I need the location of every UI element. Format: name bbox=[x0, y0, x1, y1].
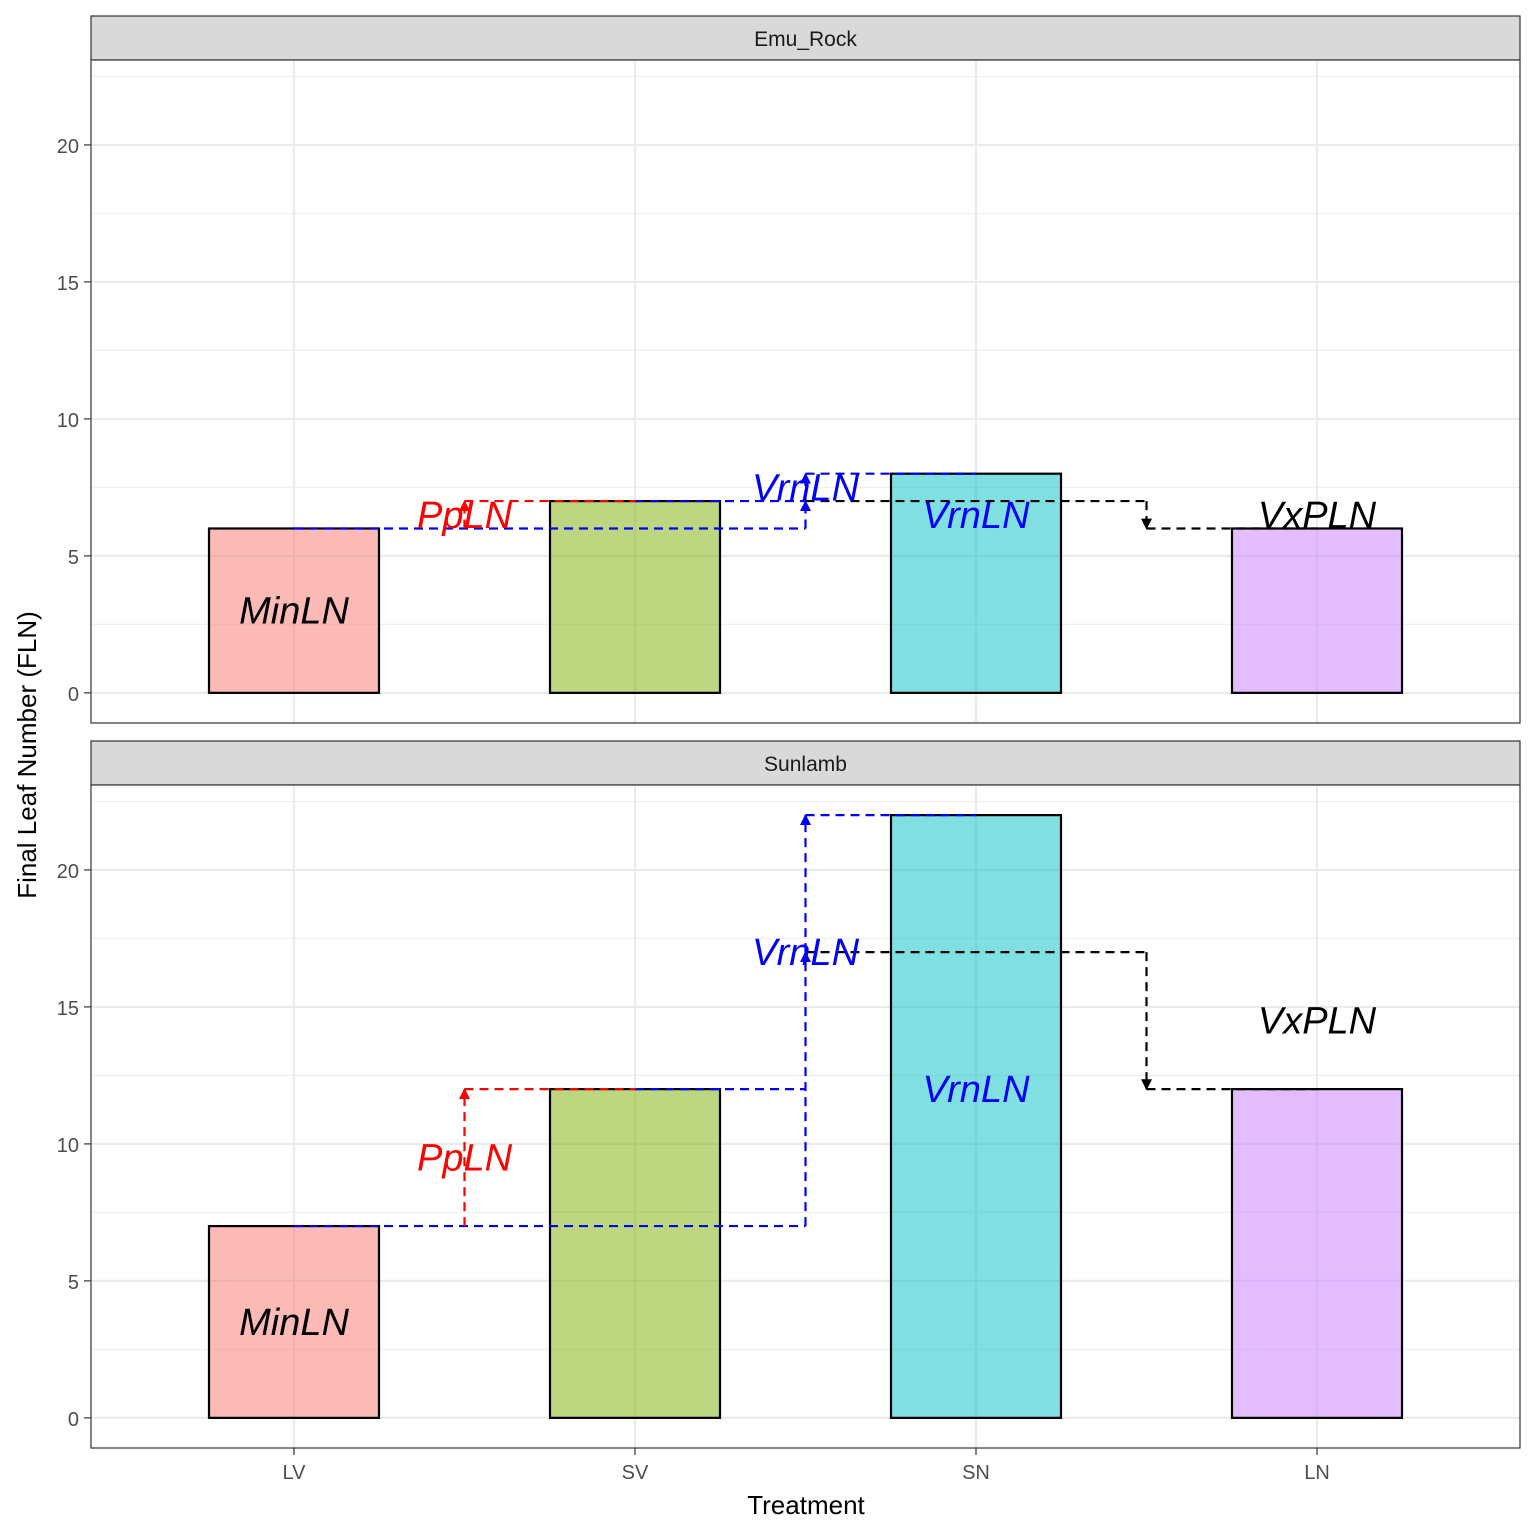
annotation-ppln: PpLN bbox=[417, 1138, 513, 1180]
bar-sn bbox=[889, 814, 1063, 1419]
annotation-minln: MinLN bbox=[239, 591, 349, 633]
x-tick-label-lv: LV bbox=[283, 1462, 307, 1484]
annotation-vxpln: VxPLN bbox=[1258, 1001, 1377, 1043]
annotation-ppln: PpLN bbox=[417, 495, 513, 537]
bar-ln bbox=[1230, 527, 1404, 694]
y-tick-label: 5 bbox=[68, 547, 79, 569]
y-tick-label: 5 bbox=[68, 1272, 79, 1294]
bar-lv bbox=[207, 1224, 381, 1419]
facet-strip bbox=[90, 740, 1521, 786]
x-tick-label-sn: SN bbox=[962, 1462, 990, 1484]
y-tick-label: 20 bbox=[57, 861, 79, 883]
facet-strip bbox=[90, 15, 1521, 61]
y-tick-label: 10 bbox=[57, 410, 79, 432]
facet-title: Emu_Rock bbox=[754, 28, 857, 51]
annotation-vxpln: VxPLN bbox=[1258, 495, 1377, 537]
panel-border bbox=[90, 59, 1521, 724]
y-tick-label: 20 bbox=[57, 136, 79, 158]
y-axis-title: Final Leaf Number (FLN) bbox=[12, 611, 42, 899]
bar-sv bbox=[548, 499, 722, 694]
y-tick-label: 10 bbox=[57, 1135, 79, 1157]
x-tick-label-ln: LN bbox=[1304, 1462, 1330, 1484]
facet-title: Sunlamb bbox=[764, 753, 847, 776]
panel-emu_rock: Emu_Rock MinLN PpLN VrnLN VrnLN VxPLN 0 5 10 15 20 bbox=[57, 15, 1521, 724]
bar-lv bbox=[207, 527, 381, 694]
y-tick-label: 0 bbox=[68, 684, 79, 706]
bar-sn bbox=[889, 472, 1063, 694]
y-tick-label: 0 bbox=[68, 1409, 79, 1431]
x-axis-title: Treatment bbox=[747, 1490, 865, 1520]
annotation-vrnln: VrnLN bbox=[922, 1069, 1030, 1111]
annotation-minln: MinLN bbox=[239, 1302, 349, 1344]
panel-sunlamb: Sunlamb MinLN PpLN VrnLN VrnLN VxPLN 0 5 10 15 20 bbox=[57, 740, 1521, 1449]
panel-border bbox=[90, 784, 1521, 1449]
x-tick-label-sv: SV bbox=[622, 1462, 649, 1484]
y-tick-label: 15 bbox=[57, 273, 79, 295]
y-tick-label: 15 bbox=[57, 998, 79, 1020]
annotation-vrnln: VrnLN bbox=[752, 467, 860, 509]
bar-sv bbox=[548, 1088, 722, 1419]
bar-ln bbox=[1230, 1088, 1404, 1419]
annotation-vrnln: VrnLN bbox=[922, 495, 1030, 537]
annotation-vrnln: VrnLN bbox=[752, 932, 860, 974]
